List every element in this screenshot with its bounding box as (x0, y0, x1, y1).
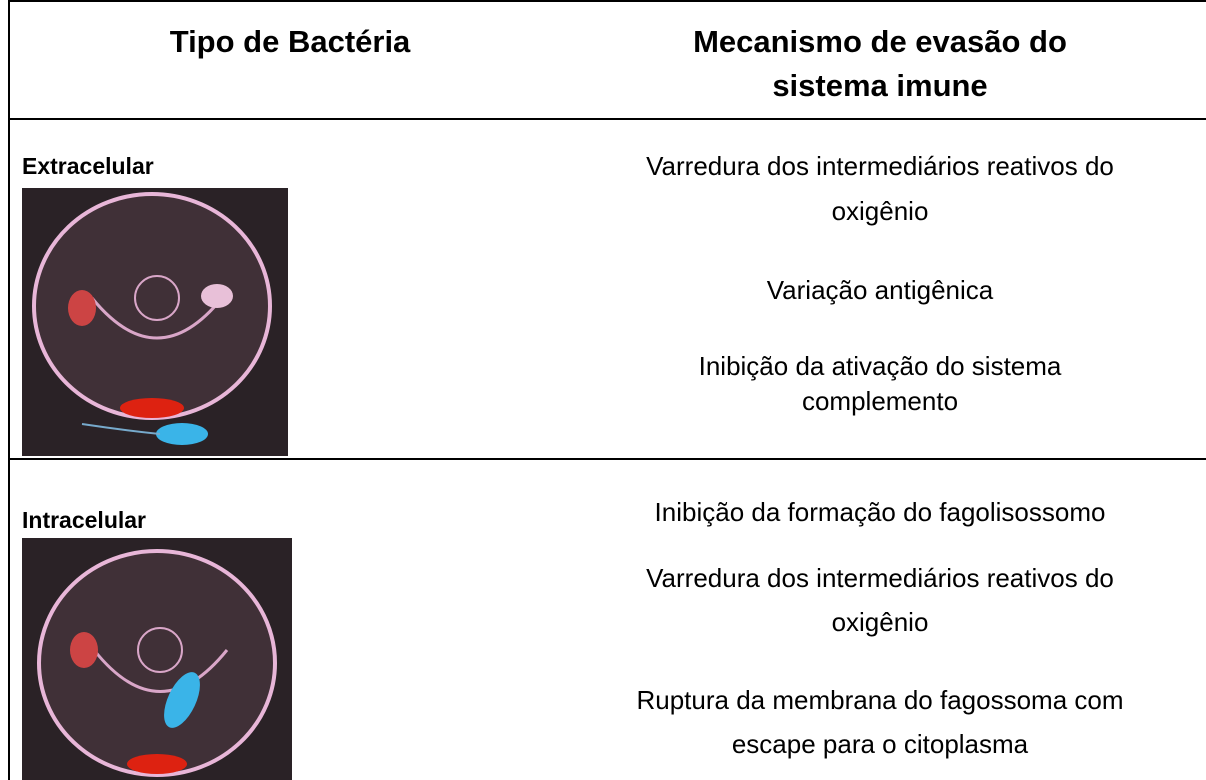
mechanism: complemento (801, 386, 959, 416)
bacteria-type: Extracelular (22, 153, 154, 179)
mechanism: Variação antigênica (766, 275, 994, 305)
mechanism: Varredura dos intermediários reativos do (646, 151, 1114, 181)
table-border (8, 0, 1206, 2)
cell-image (22, 538, 292, 780)
column-header: sistema imune (772, 68, 988, 103)
mechanism: Inibição da formação do fagolisossomo (654, 497, 1106, 527)
mechanism: Varredura dos intermediários reativos do (646, 563, 1114, 593)
mechanism: Ruptura da membrana do fagossoma com (636, 685, 1124, 715)
column-header: Tipo de Bactéria (169, 24, 411, 59)
mechanism: oxigênio (831, 607, 929, 637)
table-border (8, 0, 10, 780)
row-divider (8, 118, 1206, 120)
column-header: Mecanismo de evasão do (693, 24, 1067, 59)
row-divider (8, 458, 1206, 460)
cell-image (22, 188, 288, 456)
mechanism: Inibição da ativação do sistema (698, 351, 1062, 381)
mechanism: oxigênio (831, 196, 929, 226)
bacteria-type: Intracelular (22, 507, 146, 533)
mechanism: escape para o citoplasma (731, 729, 1029, 759)
